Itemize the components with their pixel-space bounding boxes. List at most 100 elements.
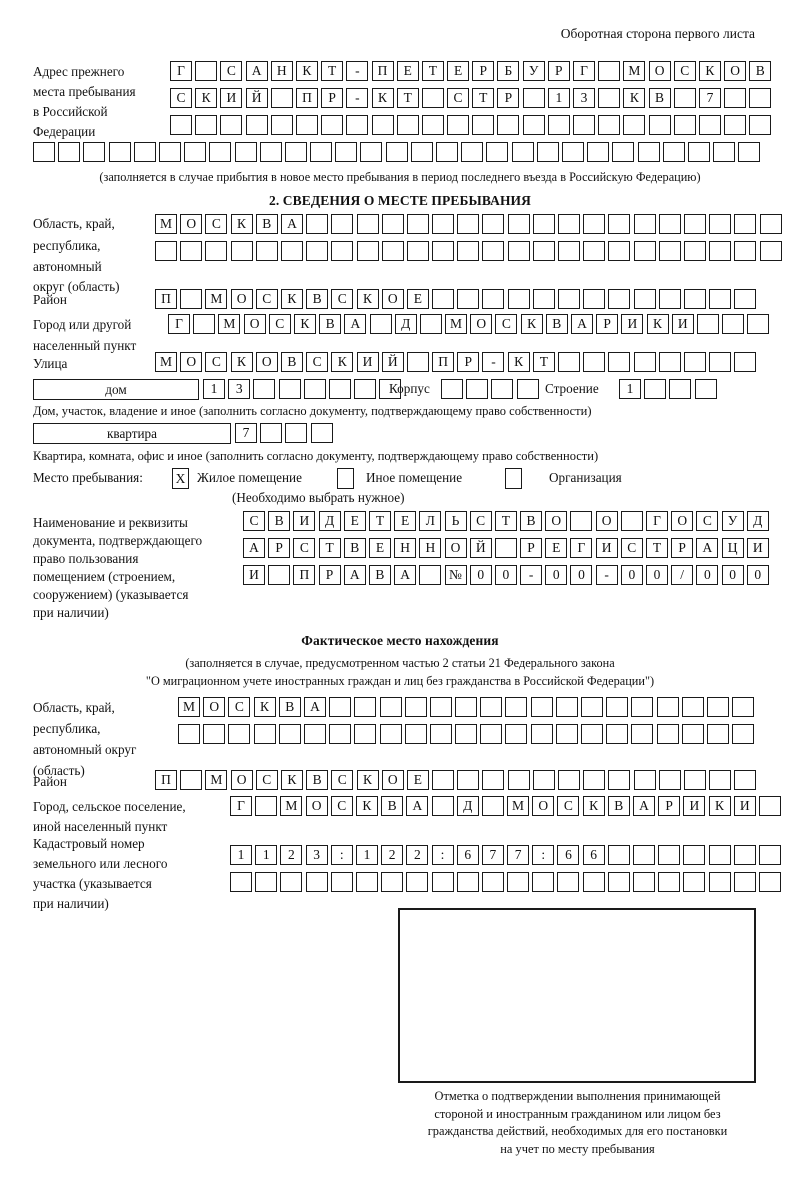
char-cell[interactable]: 1 xyxy=(255,845,278,865)
char-cell[interactable]: О xyxy=(381,289,404,309)
char-cell[interactable] xyxy=(455,697,478,717)
char-cell[interactable]: С xyxy=(330,796,353,816)
char-cell[interactable]: Р xyxy=(497,88,520,108)
char-cell[interactable] xyxy=(683,214,706,234)
char-cell[interactable]: И xyxy=(746,538,769,558)
char-cell[interactable] xyxy=(709,214,732,234)
char-cell[interactable] xyxy=(633,845,655,865)
char-cell[interactable]: К xyxy=(293,314,316,334)
char-cell[interactable] xyxy=(335,142,358,162)
char-cell[interactable]: О xyxy=(255,352,278,372)
char-cell[interactable]: У xyxy=(522,61,545,81)
char-cell[interactable] xyxy=(329,697,352,717)
char-cell[interactable] xyxy=(644,379,667,399)
char-cell[interactable]: Е xyxy=(396,61,419,81)
char-cell[interactable]: К xyxy=(356,770,379,790)
char-cell[interactable]: Б xyxy=(497,61,520,81)
char-cell[interactable] xyxy=(482,214,505,234)
char-cell[interactable] xyxy=(558,770,580,790)
char-cell[interactable] xyxy=(749,88,772,108)
char-cell[interactable]: Е xyxy=(447,61,470,81)
house-box-label[interactable]: дом xyxy=(33,379,199,400)
char-cell[interactable] xyxy=(656,724,679,744)
char-cell[interactable] xyxy=(558,214,580,234)
stay-type-checkbox-residential[interactable]: X xyxy=(172,468,189,489)
char-cell[interactable]: В xyxy=(278,697,301,717)
char-cell[interactable] xyxy=(329,724,352,744)
char-cell[interactable] xyxy=(709,770,732,790)
char-cell[interactable] xyxy=(396,115,419,135)
char-cell[interactable]: М xyxy=(205,289,228,309)
char-cell[interactable]: К xyxy=(646,314,669,334)
char-cell[interactable]: К xyxy=(195,88,218,108)
char-cell[interactable]: О xyxy=(444,538,467,558)
char-cell[interactable]: Й xyxy=(245,88,268,108)
char-cell[interactable]: Н xyxy=(419,538,442,558)
char-cell[interactable] xyxy=(583,214,606,234)
char-cell[interactable] xyxy=(694,379,717,399)
char-cell[interactable]: 2 xyxy=(381,845,404,865)
char-cell[interactable] xyxy=(522,115,545,135)
char-cell[interactable]: Т xyxy=(321,61,344,81)
char-cell[interactable]: С xyxy=(495,314,518,334)
char-cell[interactable] xyxy=(709,352,732,372)
char-cell[interactable]: С xyxy=(293,538,316,558)
char-cell[interactable]: П xyxy=(155,289,177,309)
char-cell[interactable] xyxy=(608,289,631,309)
char-cell[interactable] xyxy=(260,423,283,443)
char-cell[interactable]: 7 xyxy=(481,845,504,865)
char-cell[interactable] xyxy=(587,142,610,162)
char-cell[interactable] xyxy=(354,724,377,744)
char-cell[interactable] xyxy=(331,214,354,234)
char-cell[interactable]: С xyxy=(205,214,228,234)
char-cell[interactable] xyxy=(759,241,782,261)
char-cell[interactable] xyxy=(658,289,681,309)
char-cell[interactable] xyxy=(758,845,781,865)
actual-region-row-2[interactable] xyxy=(178,724,755,744)
char-cell[interactable]: В xyxy=(545,314,568,334)
char-cell[interactable]: 2 xyxy=(280,845,303,865)
char-cell[interactable] xyxy=(623,115,646,135)
char-cell[interactable] xyxy=(58,142,81,162)
char-cell[interactable]: 7 xyxy=(507,845,530,865)
char-cell[interactable]: К xyxy=(623,88,646,108)
char-cell[interactable] xyxy=(749,115,772,135)
prev-address-row-4[interactable] xyxy=(33,142,761,162)
stay-type-checkbox-organization[interactable] xyxy=(505,468,522,489)
char-cell[interactable] xyxy=(532,289,555,309)
char-cell[interactable] xyxy=(724,115,747,135)
char-cell[interactable]: Ц xyxy=(721,538,744,558)
char-cell[interactable]: М xyxy=(205,770,228,790)
char-cell[interactable] xyxy=(285,423,308,443)
char-cell[interactable]: С xyxy=(255,770,278,790)
char-cell[interactable]: Р xyxy=(671,538,694,558)
char-cell[interactable] xyxy=(306,214,329,234)
char-cell[interactable]: А xyxy=(243,538,265,558)
char-cell[interactable]: Д xyxy=(318,511,341,531)
char-cell[interactable] xyxy=(522,88,545,108)
char-cell[interactable] xyxy=(708,872,731,892)
char-cell[interactable] xyxy=(598,115,621,135)
char-cell[interactable]: - xyxy=(482,352,505,372)
char-cell[interactable] xyxy=(406,241,429,261)
char-cell[interactable]: 0 xyxy=(545,565,568,585)
char-cell[interactable] xyxy=(178,724,200,744)
char-cell[interactable] xyxy=(606,724,629,744)
char-cell[interactable] xyxy=(733,872,756,892)
char-cell[interactable]: : xyxy=(330,845,353,865)
char-cell[interactable] xyxy=(295,115,318,135)
char-cell[interactable] xyxy=(205,241,228,261)
char-cell[interactable] xyxy=(466,379,489,399)
char-cell[interactable]: К xyxy=(708,796,731,816)
char-cell[interactable]: В xyxy=(368,565,391,585)
char-cell[interactable]: Е xyxy=(368,538,391,558)
char-cell[interactable] xyxy=(419,565,442,585)
char-cell[interactable] xyxy=(133,142,156,162)
char-cell[interactable] xyxy=(582,872,605,892)
char-cell[interactable]: И xyxy=(356,352,379,372)
